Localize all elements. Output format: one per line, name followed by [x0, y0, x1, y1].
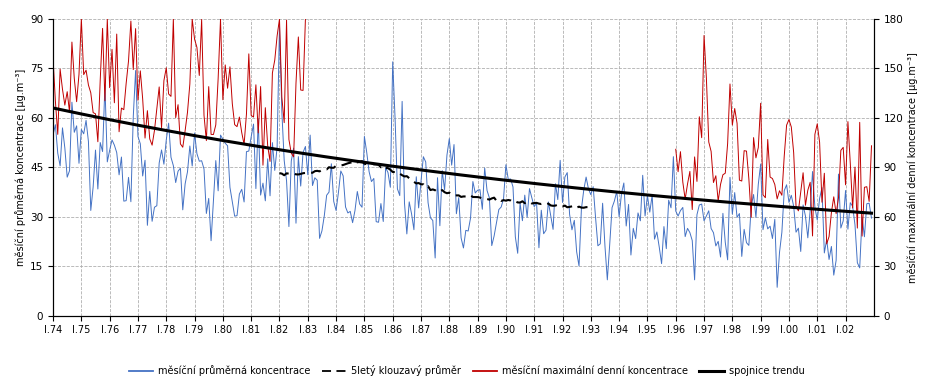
- Legend: měsíční průměrná koncentrace, 5letý klouzavý průměr, měsíční maximální denní kon: měsíční průměrná koncentrace, 5letý klou…: [125, 362, 808, 380]
- Y-axis label: měsíční průměrná koncentrace [µg.m⁻³]: měsíční průměrná koncentrace [µg.m⁻³]: [15, 69, 26, 266]
- Y-axis label: měsíční maximální denní koncentrace [µg.m⁻³]: měsíční maximální denní koncentrace [µg.…: [908, 52, 918, 283]
